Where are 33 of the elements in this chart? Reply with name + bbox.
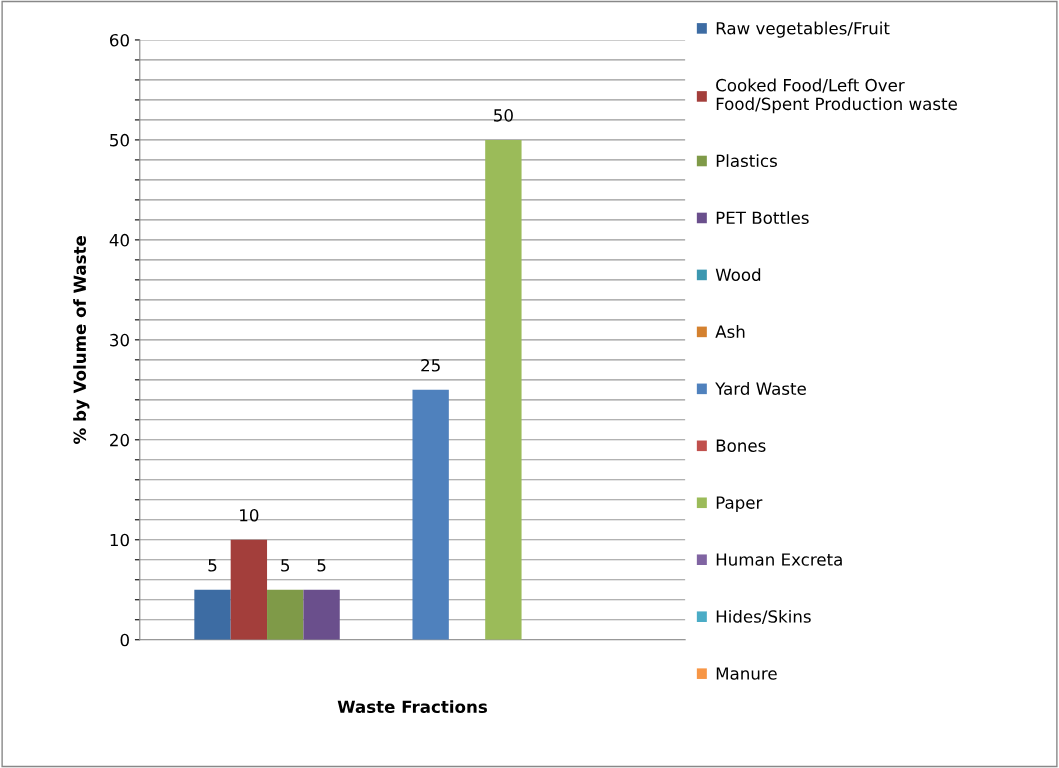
legend-label: PET Bottles [716,211,809,225]
y-tick-label: 60 [110,33,129,47]
y-tick-label: 20 [110,433,129,447]
legend-label: Yard Waste [715,382,806,395]
y-tick-label: 0 [120,633,129,647]
legend-label: Raw vegetables/Fruit [716,21,890,38]
legend-label: Bones [716,439,766,452]
legend-label: Hides/Skins [716,609,811,625]
y-tick-label: 10 [110,533,129,547]
data-label: 25 [421,358,440,372]
bar [303,589,340,640]
bar [230,539,268,640]
y-tick-label: 30 [110,333,129,347]
bar [267,589,304,640]
y-axis-title: % by Volume of Waste [73,235,90,444]
y-tick-label: 50 [110,133,129,147]
bar [194,589,231,640]
legend-label: Human Excreta [716,553,842,566]
x-axis-title: Waste Fractions [337,700,487,714]
legend-label: Plastics [716,154,777,168]
bar [485,139,522,640]
y-tick-label: 40 [109,233,129,247]
legend-label: Manure [716,667,777,680]
legend-label: Wood [715,268,761,282]
legend-label: Ash [715,325,745,338]
data-label: 5 [281,559,290,572]
data-label: 10 [240,508,259,522]
data-label: 5 [208,559,217,572]
data-label: 50 [494,109,513,122]
bar [412,389,449,640]
legend-label: Paper [716,496,763,513]
data-label: 5 [317,559,326,572]
legend-label: Cooked Food/Left Over Food/Spent Production waste [716,78,957,114]
